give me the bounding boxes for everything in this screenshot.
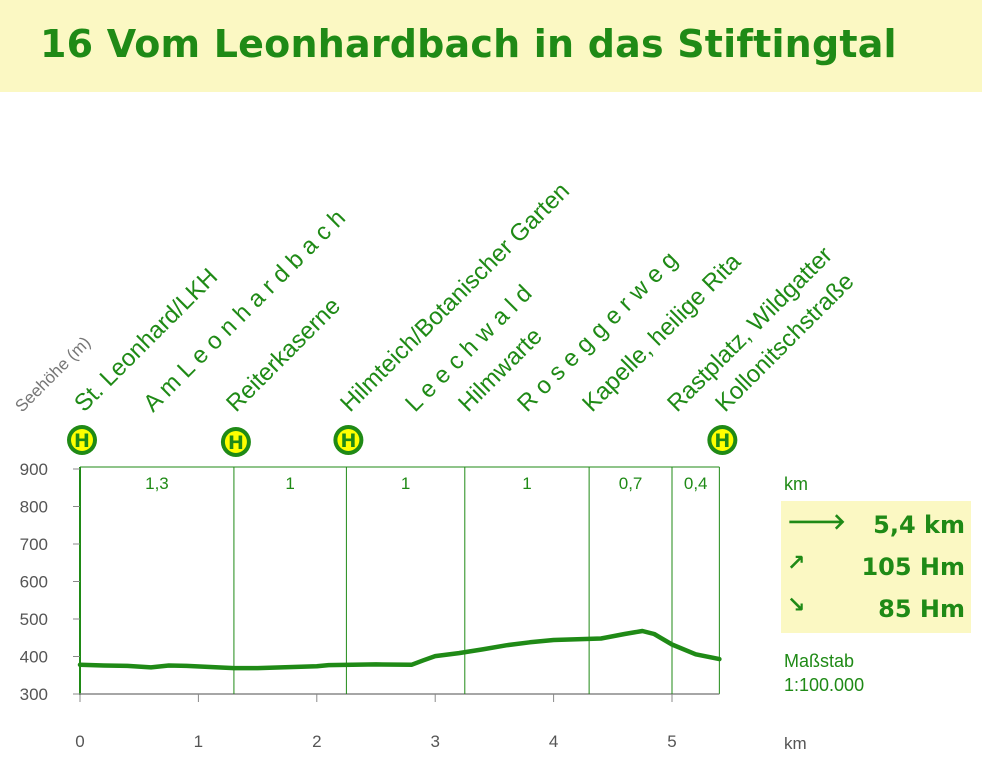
y-tick-label: 700 bbox=[20, 535, 48, 554]
bus-stop-symbol: H bbox=[714, 430, 730, 452]
stat-ascent-value: 105 Hm bbox=[861, 553, 965, 581]
segment-distance-label: 1 bbox=[522, 474, 531, 493]
segment-distance-label: 1,3 bbox=[145, 474, 169, 493]
title-banner: 16 Vom Leonhardbach in das Stiftingtal bbox=[0, 0, 982, 92]
segment-distance-label: 0,4 bbox=[684, 474, 708, 493]
x-tick-label: 5 bbox=[667, 732, 676, 751]
bus-stop-symbol: H bbox=[74, 430, 90, 452]
x-tick-label: 4 bbox=[549, 732, 558, 751]
stat-descent-value: 85 Hm bbox=[878, 595, 965, 623]
x-tick-label: 0 bbox=[75, 732, 84, 751]
scale-label: Maßstab bbox=[784, 651, 855, 671]
x-tick-label: 2 bbox=[312, 732, 321, 751]
y-tick-label: 600 bbox=[20, 573, 48, 592]
y-tick-label: 400 bbox=[20, 648, 48, 667]
y-tick-label: 300 bbox=[20, 685, 48, 704]
bus-stop-icon-inner bbox=[337, 429, 360, 451]
stats-panel: 🡒 5,4 km ↗ 105 Hm ↘ 85 Hm bbox=[781, 501, 971, 633]
bus-stop-icon-inner bbox=[224, 431, 247, 453]
segment-distance-label: 1 bbox=[285, 474, 294, 493]
bus-stop-symbol: H bbox=[228, 432, 244, 454]
y-tick-label: 500 bbox=[20, 610, 48, 629]
arrow-down-right-icon: ↘ bbox=[787, 593, 806, 618]
stat-row-ascent: ↗ 105 Hm bbox=[781, 547, 971, 587]
bus-stop-icon-inner bbox=[711, 429, 734, 451]
x-tick-label: 1 bbox=[194, 732, 203, 751]
bus-stop-icon-inner bbox=[71, 429, 93, 451]
scale-value: 1:100.000 bbox=[784, 675, 865, 695]
segment-distance-label: 1 bbox=[401, 474, 410, 493]
x-axis-label: km bbox=[784, 734, 807, 753]
x-tick-label: 3 bbox=[430, 732, 439, 751]
segment-distance-label: 0,7 bbox=[619, 474, 643, 493]
elevation-line bbox=[77, 628, 722, 671]
arrow-right-icon: 🡒 bbox=[787, 510, 846, 535]
bus-stop-symbol: H bbox=[340, 430, 356, 452]
stat-distance-value: 5,4 km bbox=[873, 511, 965, 539]
arrow-up-right-icon: ↗ bbox=[787, 551, 806, 576]
y-tick-label: 900 bbox=[20, 460, 48, 479]
stat-row-descent: ↘ 85 Hm bbox=[781, 589, 971, 629]
page-title: 16 Vom Leonhardbach in das Stiftingtal bbox=[40, 22, 897, 66]
stat-row-distance: 🡒 5,4 km bbox=[781, 505, 971, 545]
y-tick-label: 800 bbox=[20, 498, 48, 517]
stats-km-header: km bbox=[784, 474, 808, 494]
